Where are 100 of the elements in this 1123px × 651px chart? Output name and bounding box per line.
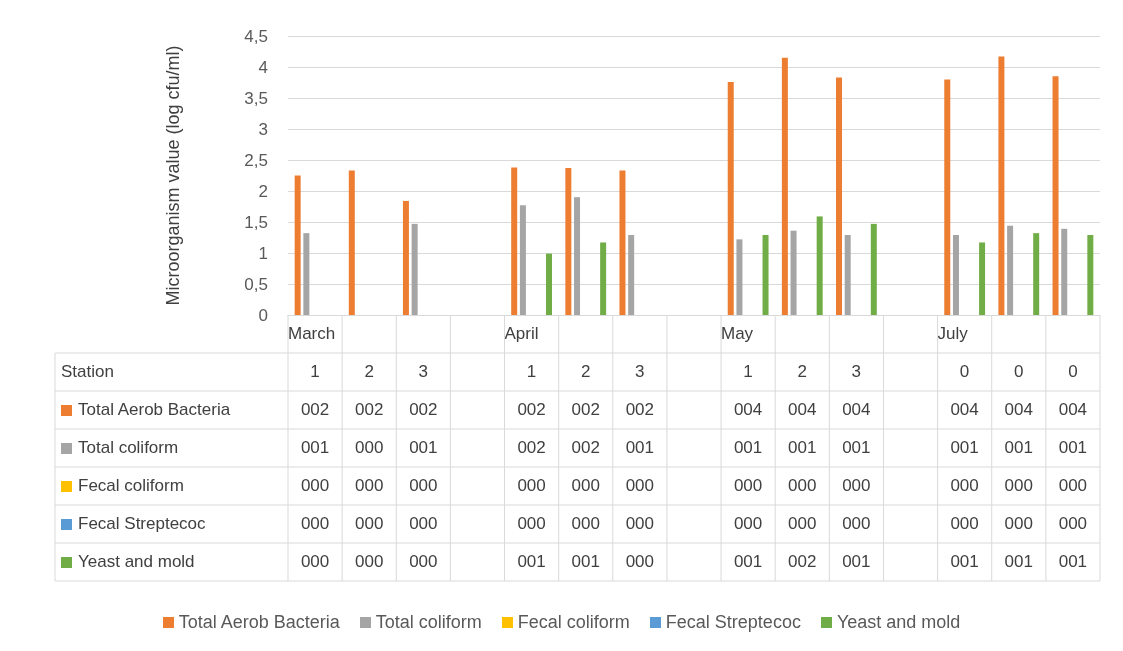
bar [348,170,355,315]
legend-label: Fecal coliform [78,476,184,495]
x-tick-label: 0 [1012,361,1025,383]
data-label: 000 [624,551,655,573]
data-label: 001 [732,437,764,459]
text: Total Aerob Bacteria [178,612,340,632]
data-label: 000 [787,475,818,497]
data-label: 000 [354,475,385,497]
data-label: 000 [570,513,601,535]
data-label: 002 [570,399,601,421]
data-label: 000 [732,513,764,535]
data-label: 002 [408,399,439,421]
text: July [937,323,969,345]
data-label: 001 [1003,437,1034,459]
data-label: 000 [354,513,385,535]
data-label: 002 [299,399,331,421]
bar [1087,235,1094,315]
data-label: 002 [516,399,547,421]
data-label: 000 [1057,513,1089,535]
data-label: 000 [516,475,547,497]
bar [944,79,951,315]
y-tick-label: 4,5 [244,26,268,46]
data-label: 001 [408,437,439,459]
data-label: 001 [949,437,980,459]
bar [411,223,418,315]
bar [294,175,301,315]
bar [781,57,788,315]
bar [574,197,581,315]
data-label: 004 [841,399,872,421]
bar [844,235,851,315]
data-label: 001 [624,437,655,459]
data-label: 000 [299,475,331,497]
bar [600,242,607,315]
data-label: 001 [732,551,764,573]
data-label: 000 [299,513,331,535]
y-tick-label: 2,5 [244,150,268,170]
data-label: 000 [787,513,818,535]
data-label: 001 [841,437,872,459]
data-label: 004 [1057,399,1089,421]
bar [1007,225,1014,315]
x-tick-label: 1 [309,361,321,383]
data-label: 000 [1003,475,1034,497]
data-label: 000 [1057,475,1089,497]
data-label: 000 [624,513,655,535]
data-label: 000 [841,513,872,535]
x-tick-label: 2 [363,361,375,383]
data-label: 004 [949,399,980,421]
x-tick-label: 0 [958,361,971,383]
text: Fecal Streptecoc [665,612,801,632]
data-label: 000 [354,551,385,573]
data-label: 000 [949,475,980,497]
x-tick-label: 3 [417,361,430,383]
y-tick-label: 2 [258,181,268,201]
data-label: 000 [408,551,439,573]
bar [546,253,552,315]
legend-label: Total coliform [78,438,179,457]
bar [998,56,1005,315]
data-label: 000 [408,475,439,497]
bar [870,223,877,315]
data-label: 004 [787,399,818,421]
bar [836,77,842,315]
data-label: 001 [570,551,601,573]
data-label: 000 [949,513,980,535]
text: May [721,323,755,345]
legend-label: Fecal Streptecoc [78,514,206,533]
legend-label: Yeast and mold [836,612,961,632]
bar [402,200,409,315]
x-tick-label: 1 [525,361,538,383]
data-label: 001 [1057,551,1089,573]
data-label: 001 [841,551,872,573]
data-label: 000 [841,475,872,497]
data-label: 001 [1003,551,1034,573]
x-tick-label: 2 [796,361,808,383]
bar [303,233,310,315]
legend-label: Total Aerob Bacteria [78,400,231,419]
bar [979,242,986,315]
data-label: 000 [408,513,439,535]
y-axis-title: Microorganism value (log cfu/ml) [163,45,183,306]
data-label: 000 [354,437,385,459]
x-tick-label: 0 [1067,361,1079,383]
data-label: 000 [732,475,764,497]
bar [727,81,734,315]
y-tick-label: 3,5 [244,88,268,108]
text: Fecal coliform [517,612,630,632]
data-label: 001 [949,551,980,573]
data-label: 001 [299,437,331,459]
text: April [504,323,540,345]
data-label: 000 [1003,513,1034,535]
y-tick-label: 0 [258,305,268,325]
data-label: 002 [624,399,655,421]
data-label: 002 [354,399,385,421]
bar [565,168,572,315]
text: Yeast and mold [78,552,195,571]
bar [1033,233,1040,315]
data-label: 000 [516,513,547,535]
bar [1052,76,1059,315]
data-label: 002 [787,551,818,573]
bar [511,167,518,315]
bar [952,235,959,315]
x-tick-label: 2 [579,361,592,383]
